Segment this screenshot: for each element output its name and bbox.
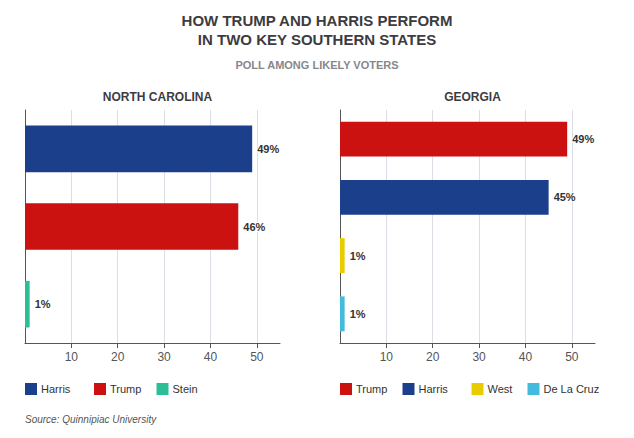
svg-text:GEORGIA: GEORGIA (444, 90, 501, 104)
svg-text:Source: Quinnipiac University: Source: Quinnipiac University (25, 414, 157, 425)
svg-text:40: 40 (204, 350, 218, 364)
svg-text:46%: 46% (243, 221, 265, 233)
svg-text:Stein: Stein (173, 383, 198, 395)
svg-text:10: 10 (65, 350, 79, 364)
svg-text:Harris: Harris (41, 383, 71, 395)
svg-text:40: 40 (519, 350, 533, 364)
svg-text:West: West (488, 383, 513, 395)
svg-text:IN TWO KEY SOUTHERN STATES: IN TWO KEY SOUTHERN STATES (198, 31, 436, 48)
svg-text:20: 20 (426, 350, 440, 364)
svg-text:POLL AMONG LIKELY VOTERS: POLL AMONG LIKELY VOTERS (235, 59, 398, 71)
svg-text:45%: 45% (554, 191, 576, 203)
svg-text:1%: 1% (350, 250, 366, 262)
svg-text:50: 50 (250, 350, 264, 364)
svg-text:HOW TRUMP AND HARRIS PERFORM: HOW TRUMP AND HARRIS PERFORM (182, 12, 453, 29)
svg-text:Trump: Trump (356, 383, 387, 395)
svg-text:De La Cruz: De La Cruz (544, 383, 600, 395)
svg-text:NORTH CAROLINA: NORTH CAROLINA (103, 90, 213, 104)
svg-text:30: 30 (472, 350, 486, 364)
svg-text:20: 20 (111, 350, 125, 364)
svg-text:49%: 49% (257, 143, 279, 155)
svg-text:1%: 1% (35, 298, 51, 310)
svg-text:49%: 49% (572, 133, 594, 145)
svg-text:30: 30 (157, 350, 171, 364)
svg-text:1%: 1% (350, 308, 366, 320)
svg-text:Trump: Trump (110, 383, 141, 395)
svg-text:Harris: Harris (419, 383, 449, 395)
svg-text:10: 10 (380, 350, 394, 364)
svg-text:50: 50 (565, 350, 579, 364)
